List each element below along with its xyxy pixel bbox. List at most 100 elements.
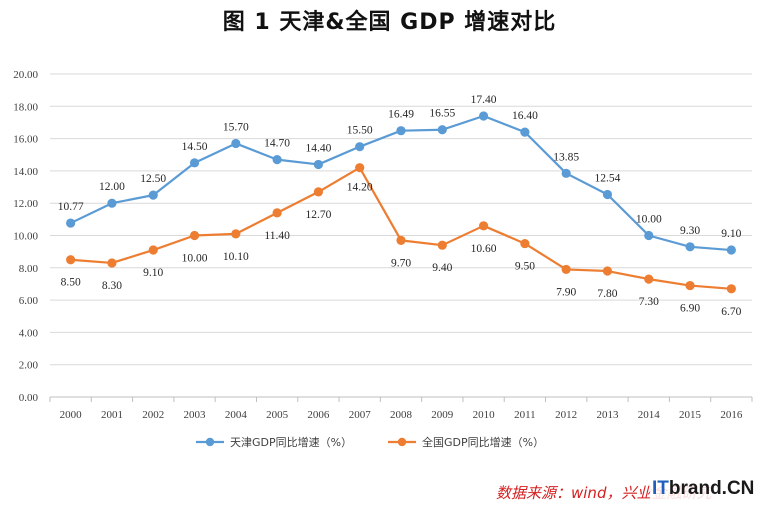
series-1-point bbox=[148, 190, 158, 200]
series-1-data-label: 17.40 bbox=[471, 94, 497, 106]
x-tick-label: 2012 bbox=[555, 409, 577, 421]
series-1-point bbox=[602, 189, 613, 200]
legend-label: 天津GDP同比增速（%） bbox=[230, 435, 352, 449]
series-2-data-label: 8.30 bbox=[102, 280, 122, 292]
y-tick-label: 0.00 bbox=[19, 392, 39, 404]
series-1-data-label: 14.40 bbox=[305, 142, 331, 154]
y-tick-label: 20.00 bbox=[13, 69, 38, 81]
x-tick-label: 2009 bbox=[431, 409, 454, 421]
x-tick-label: 2010 bbox=[473, 409, 496, 421]
series-2-point bbox=[66, 255, 76, 265]
series-1-data-label: 10.00 bbox=[636, 214, 662, 226]
series-1-point bbox=[520, 127, 530, 137]
series-2-data-label: 9.50 bbox=[515, 261, 535, 273]
series-2-point bbox=[231, 229, 241, 239]
site-watermark: ITbrand.CN bbox=[650, 478, 757, 500]
series-1-point bbox=[561, 168, 571, 178]
x-tick-label: 2015 bbox=[679, 409, 702, 421]
series-2-data-label: 6.70 bbox=[721, 306, 741, 318]
series-2-point bbox=[148, 245, 158, 255]
x-tick-label: 2003 bbox=[184, 409, 207, 421]
series-2-data-label: 9.10 bbox=[143, 267, 163, 279]
series-2-point bbox=[396, 235, 406, 245]
series-2-data-label: 10.60 bbox=[471, 243, 497, 255]
series-2-data-label: 9.40 bbox=[432, 262, 452, 274]
x-tick-label: 2011 bbox=[514, 409, 536, 421]
series-1-data-label: 14.70 bbox=[264, 138, 290, 150]
y-tick-label: 16.00 bbox=[13, 134, 38, 146]
series-line-2 bbox=[70, 166, 732, 290]
series-1-data-label: 9.10 bbox=[721, 228, 741, 240]
series-1-point bbox=[685, 242, 695, 252]
series-1-data-label: 9.30 bbox=[680, 225, 700, 237]
series-2-data-label: 10.10 bbox=[223, 251, 249, 263]
x-tick-label: 2004 bbox=[225, 409, 248, 421]
series-2-data-label: 14.20 bbox=[347, 182, 373, 194]
watermark-prefix: IT bbox=[652, 478, 669, 499]
x-tick-label: 2006 bbox=[307, 409, 330, 421]
y-tick-label: 2.00 bbox=[19, 360, 39, 372]
series-2-data-label: 7.90 bbox=[556, 286, 576, 298]
series-1-data-label: 16.55 bbox=[429, 108, 455, 120]
series-2-point bbox=[437, 240, 447, 250]
series-1-point bbox=[437, 125, 447, 135]
x-tick-label: 2001 bbox=[101, 409, 123, 421]
series-2-data-label: 6.90 bbox=[680, 303, 700, 315]
series-line-1 bbox=[70, 114, 732, 252]
x-tick-label: 2016 bbox=[720, 409, 743, 421]
series-2-data-label: 8.50 bbox=[61, 277, 81, 289]
series-2-point bbox=[478, 221, 489, 231]
series-1-point bbox=[478, 111, 489, 121]
legend-swatch-marker bbox=[397, 437, 407, 447]
series-2-data-label: 9.70 bbox=[391, 257, 411, 269]
y-tick-label: 4.00 bbox=[19, 327, 39, 339]
series-2-point bbox=[726, 284, 736, 294]
series-1-data-label: 12.50 bbox=[140, 173, 166, 185]
series-2-point bbox=[602, 266, 613, 276]
watermark-rest: brand.CN bbox=[668, 478, 755, 499]
x-tick-label: 2007 bbox=[349, 409, 372, 421]
series-1-point bbox=[272, 154, 282, 165]
series-2-point bbox=[520, 238, 530, 249]
x-tick-label: 2014 bbox=[638, 409, 661, 421]
series-1-data-label: 13.85 bbox=[553, 151, 579, 163]
series-2-data-label: 11.40 bbox=[264, 230, 290, 242]
series-1-data-label: 14.50 bbox=[182, 141, 208, 153]
series-1-point bbox=[726, 245, 736, 255]
series-1-data-label: 15.70 bbox=[223, 121, 249, 133]
series-2-point bbox=[644, 274, 654, 284]
series-2-point bbox=[189, 230, 200, 241]
series-2-data-label: 7.80 bbox=[597, 288, 617, 300]
series-1-point bbox=[107, 198, 117, 208]
y-tick-label: 12.00 bbox=[13, 198, 38, 210]
y-tick-label: 10.00 bbox=[13, 231, 38, 243]
series-1-data-label: 10.77 bbox=[58, 201, 84, 213]
series-2-point bbox=[272, 208, 282, 218]
series-1-data-label: 12.54 bbox=[595, 172, 621, 184]
series-2-point bbox=[107, 258, 117, 268]
series-1-point bbox=[313, 159, 324, 170]
series-1-data-label: 12.00 bbox=[99, 181, 125, 193]
x-tick-label: 2002 bbox=[142, 409, 164, 421]
series-1-point bbox=[355, 142, 365, 152]
series-1-point bbox=[396, 126, 406, 136]
y-tick-label: 8.00 bbox=[19, 263, 39, 275]
y-tick-label: 18.00 bbox=[13, 101, 38, 113]
series-2-data-label: 10.00 bbox=[182, 253, 208, 265]
series-2-point bbox=[355, 163, 365, 173]
legend-swatch-marker bbox=[205, 437, 215, 447]
chart-title: 图 1 天津&全国 GDP 增速对比 bbox=[222, 10, 557, 35]
series-1-data-label: 15.50 bbox=[347, 125, 373, 137]
series-1-data-label: 16.49 bbox=[388, 109, 414, 121]
legend-label: 全国GDP同比增速（%） bbox=[422, 435, 544, 449]
x-tick-label: 2008 bbox=[390, 409, 413, 421]
series-1-point bbox=[644, 230, 654, 241]
series-2-point bbox=[685, 280, 695, 291]
series-1-point bbox=[189, 158, 200, 168]
x-tick-label: 2013 bbox=[596, 409, 619, 421]
series-2-point bbox=[313, 187, 324, 197]
y-tick-label: 6.00 bbox=[19, 295, 39, 307]
x-tick-label: 2005 bbox=[266, 409, 289, 421]
series-2-data-label: 7.30 bbox=[639, 296, 659, 308]
